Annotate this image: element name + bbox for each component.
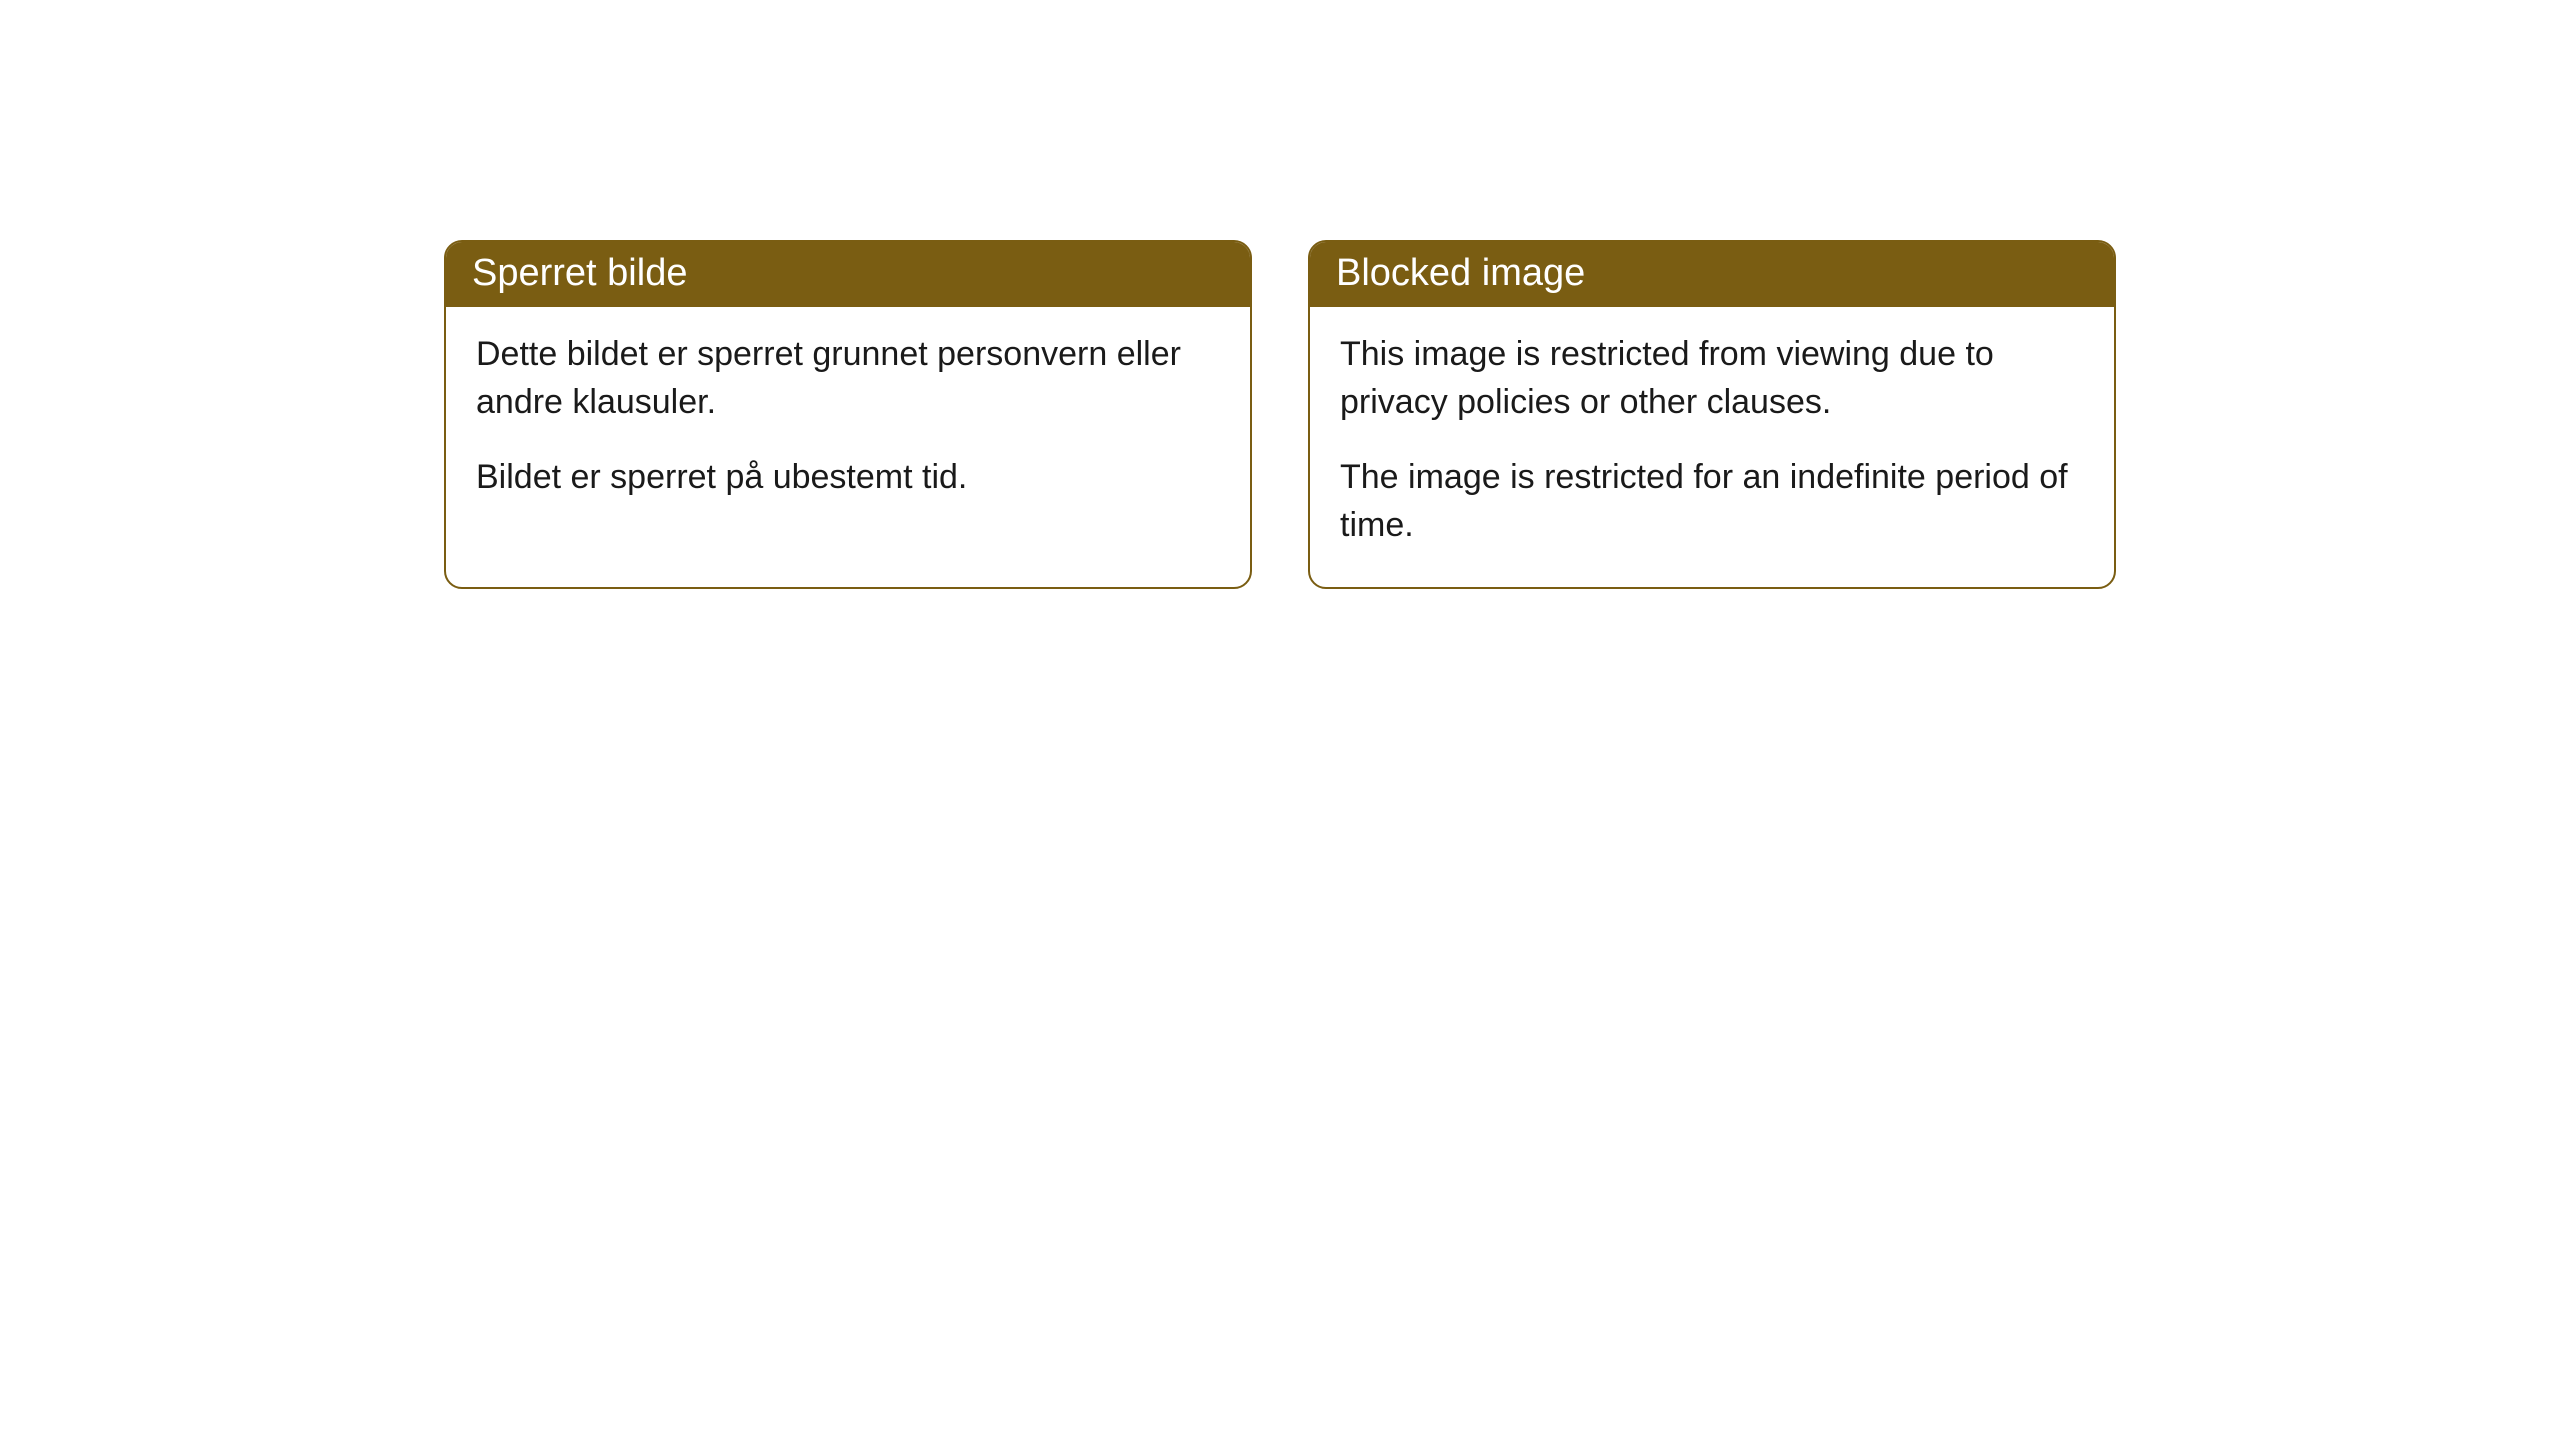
card-header-en: Blocked image <box>1310 242 2114 307</box>
notice-cards-container: Sperret bilde Dette bildet er sperret gr… <box>444 240 2560 589</box>
card-title-no: Sperret bilde <box>472 252 687 294</box>
card-title-en: Blocked image <box>1336 252 1585 294</box>
card-text-no-1: Dette bildet er sperret grunnet personve… <box>476 331 1220 426</box>
card-text-en-2: The image is restricted for an indefinit… <box>1340 454 2084 549</box>
card-text-en-1: This image is restricted from viewing du… <box>1340 331 2084 426</box>
blocked-image-card-no: Sperret bilde Dette bildet er sperret gr… <box>444 240 1252 589</box>
card-text-no-2: Bildet er sperret på ubestemt tid. <box>476 454 1220 502</box>
card-header-no: Sperret bilde <box>446 242 1250 307</box>
blocked-image-card-en: Blocked image This image is restricted f… <box>1308 240 2116 589</box>
card-body-en: This image is restricted from viewing du… <box>1310 307 2114 587</box>
card-body-no: Dette bildet er sperret grunnet personve… <box>446 307 1250 540</box>
